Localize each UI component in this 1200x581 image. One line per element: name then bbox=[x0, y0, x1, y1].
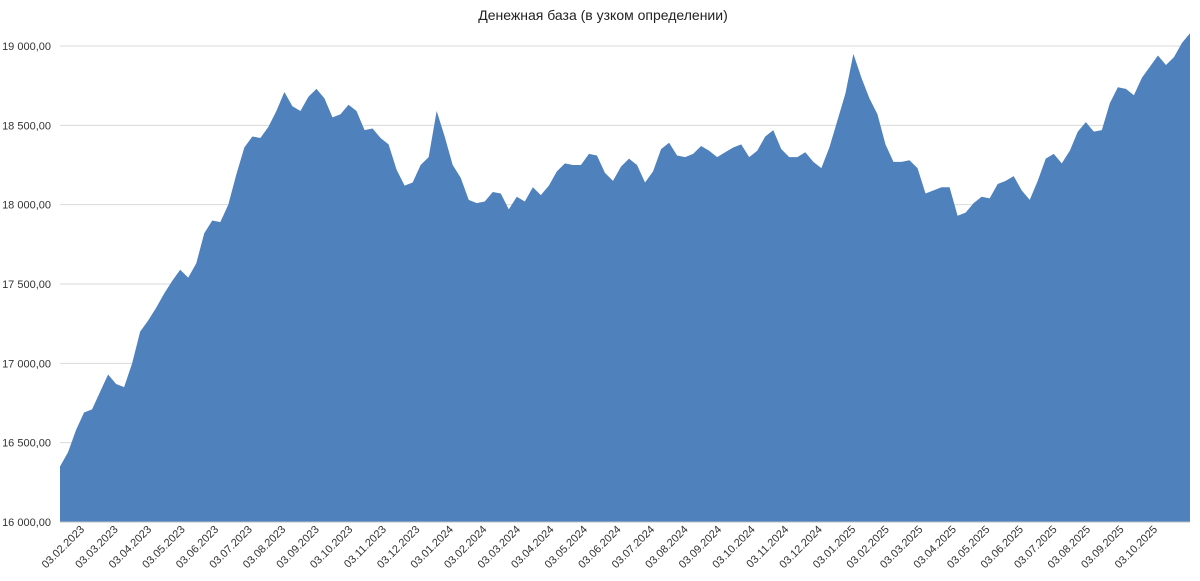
x-axis-ticks: 03.02.202303.03.202303.04.202303.05.2023… bbox=[40, 524, 1160, 571]
series-area-path bbox=[60, 33, 1190, 523]
y-tick-label: 17 000,00 bbox=[2, 358, 51, 370]
y-tick-label: 18 500,00 bbox=[2, 120, 51, 132]
y-tick-label: 19 000,00 bbox=[2, 41, 51, 53]
y-tick-label: 16 000,00 bbox=[2, 517, 51, 529]
y-tick-label: 18 000,00 bbox=[2, 200, 51, 212]
y-tick-label: 16 500,00 bbox=[2, 438, 51, 450]
y-tick-label: 17 500,00 bbox=[2, 279, 51, 291]
series-area bbox=[60, 33, 1190, 523]
y-axis-ticks: 16 000,00 16 500,00 17 000,00 17 500,00 18 0… bbox=[2, 41, 51, 529]
chart-title: Денежная база (в узком определении) bbox=[478, 7, 728, 23]
